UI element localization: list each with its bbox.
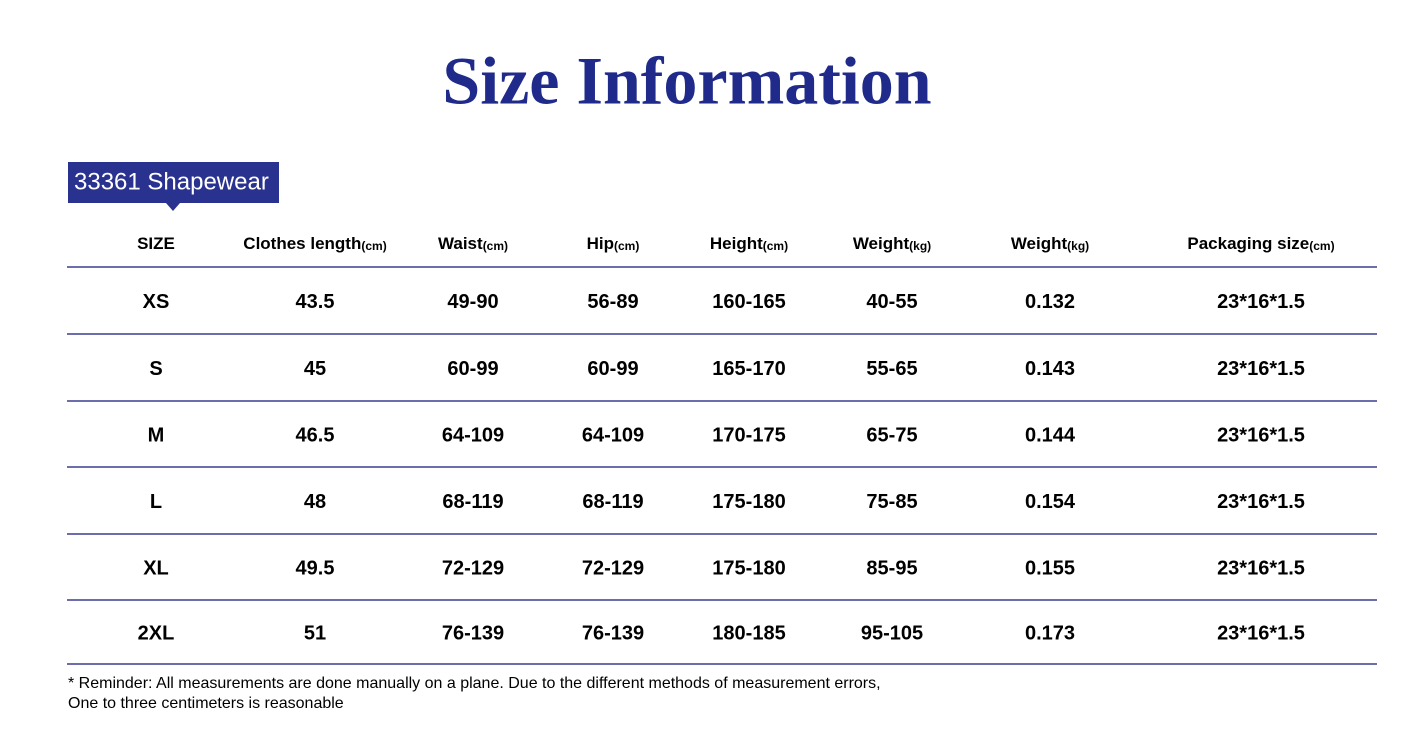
column-header: Height(cm) <box>710 234 788 253</box>
table-cell: 85-95 <box>866 557 917 579</box>
column-unit: (cm) <box>483 239 508 253</box>
table-cell: 175-180 <box>712 557 785 579</box>
table-cell: 40-55 <box>866 291 917 313</box>
column-label: Clothes length <box>243 234 361 253</box>
column-header: SIZE <box>137 234 175 253</box>
column-label: SIZE <box>137 234 175 253</box>
table-cell: 0.173 <box>1025 622 1075 644</box>
table-cell: 23*16*1.5 <box>1217 291 1305 313</box>
table-cell: 43.5 <box>296 291 335 313</box>
table-cell: 56-89 <box>587 291 638 313</box>
table-cell: 72-129 <box>582 557 644 579</box>
badge <box>68 162 279 203</box>
column-header: Hip(cm) <box>587 234 640 253</box>
column-label: Hip <box>587 234 614 253</box>
table-cell: 64-109 <box>442 424 504 446</box>
column-header: Weight(kg) <box>1011 234 1089 253</box>
table-cell: 23*16*1.5 <box>1217 358 1305 380</box>
table-cell: 49.5 <box>296 557 335 579</box>
column-label: Height <box>710 234 763 253</box>
table-cell: 0.143 <box>1025 358 1075 380</box>
column-unit: (cm) <box>1309 239 1334 253</box>
table-cell: 76-139 <box>442 622 504 644</box>
column-unit: (cm) <box>361 239 386 253</box>
page-title: Size Information <box>442 43 931 119</box>
badge-label: 33361 Shapewear <box>74 168 269 195</box>
table-cell: 48 <box>304 491 326 513</box>
table-cell: 68-119 <box>442 491 503 513</box>
column-label: Weight <box>853 234 910 253</box>
table-cell: 160-165 <box>712 291 785 313</box>
table-cell: L <box>150 491 162 513</box>
table-cell: 60-99 <box>447 358 498 380</box>
column-header: Packaging size(cm) <box>1187 234 1334 253</box>
table-cell: 0.132 <box>1025 291 1075 313</box>
table-cell: 170-175 <box>712 424 785 446</box>
table-cell: XL <box>143 557 169 579</box>
table-cell: 75-85 <box>866 491 917 513</box>
table-cell: 175-180 <box>712 491 785 513</box>
column-unit: (cm) <box>614 239 639 253</box>
table-cell: 65-75 <box>866 424 917 446</box>
table-cell: XS <box>143 291 170 313</box>
badge-pointer <box>166 203 180 211</box>
table-cell: S <box>149 358 162 380</box>
table-cell: M <box>148 424 165 446</box>
footer-note: One to three centimeters is reasonable <box>68 695 344 712</box>
column-header: Weight(kg) <box>853 234 931 253</box>
table-cell: 0.155 <box>1025 557 1075 579</box>
column-unit: (kg) <box>1067 239 1089 253</box>
table-cell: 0.154 <box>1025 491 1076 513</box>
table-cell: 55-65 <box>866 358 917 380</box>
table-cell: 46.5 <box>296 424 335 446</box>
table-cell: 49-90 <box>447 291 498 313</box>
column-label: Waist <box>438 234 483 253</box>
table-cell: 68-119 <box>582 491 643 513</box>
table-cell: 23*16*1.5 <box>1217 491 1305 513</box>
table-cell: 23*16*1.5 <box>1217 622 1305 644</box>
column-label: Packaging size <box>1187 234 1309 253</box>
table-cell: 23*16*1.5 <box>1217 424 1305 446</box>
table-cell: 180-185 <box>712 622 785 644</box>
footer-note: * Reminder: All measurements are done ma… <box>68 675 881 692</box>
column-header: Waist(cm) <box>438 234 508 253</box>
table-cell: 64-109 <box>582 424 644 446</box>
column-unit: (cm) <box>763 239 788 253</box>
table-cell: 165-170 <box>712 358 785 380</box>
column-label: Weight <box>1011 234 1068 253</box>
table-cell: 51 <box>304 622 326 644</box>
table-cell: 0.144 <box>1025 424 1076 446</box>
table-cell: 60-99 <box>587 358 638 380</box>
table-cell: 2XL <box>138 622 175 644</box>
table-cell: 95-105 <box>861 622 923 644</box>
table-cell: 72-129 <box>442 557 504 579</box>
table-cell: 23*16*1.5 <box>1217 557 1305 579</box>
column-header: Clothes length(cm) <box>243 234 386 253</box>
table-cell: 76-139 <box>582 622 644 644</box>
column-unit: (kg) <box>909 239 931 253</box>
table-cell: 45 <box>304 358 326 380</box>
